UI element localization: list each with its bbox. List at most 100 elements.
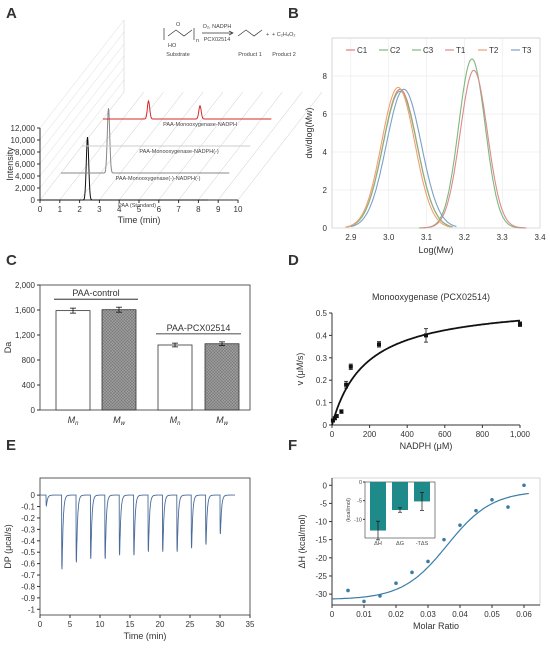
product1-label: Product 1: [238, 52, 262, 58]
x-tick-label: 0.06: [516, 610, 532, 619]
x-tick-label: 3: [97, 205, 102, 214]
trace-line: [40, 136, 209, 201]
bar: [55, 310, 91, 411]
x-tick-label: 35: [246, 620, 255, 629]
repeat-n: n: [196, 38, 199, 44]
y-tick-label: -0.6: [21, 560, 35, 569]
bar-category-label: Mn: [170, 415, 182, 427]
panel-letter-f: F: [288, 437, 297, 454]
x-tick-label: 400: [401, 430, 415, 439]
product2-label: Product 2: [272, 52, 296, 58]
substrate-bracket: [163, 28, 195, 40]
x-axis-label: Log(Mw): [418, 245, 453, 255]
y-tick-label: 0.5: [316, 309, 328, 318]
y-tick-label: -0.8: [21, 582, 35, 591]
inset-y-tick-label: -5: [357, 499, 362, 505]
data-point: [332, 416, 337, 421]
data-point: [334, 414, 339, 419]
thermogram-trace: [40, 494, 235, 570]
plot-frame: [39, 477, 251, 616]
group-label: PAA-PCX02514: [167, 323, 231, 333]
y-tick-label: 8,000: [15, 148, 36, 157]
data-point: [348, 364, 353, 369]
distribution-curve: [347, 90, 453, 228]
trace-label: PAA-Monooxygenase-NADPH(-): [139, 149, 219, 155]
x-tick-label: 2.9: [345, 233, 357, 242]
oxygen-label: O: [176, 22, 181, 28]
distribution-curve: [350, 88, 457, 228]
extra-product-label: + C₂H₄O₂: [272, 32, 295, 38]
y-tick-label: 12,000: [11, 124, 36, 133]
y-axis-label: Intensity: [5, 147, 15, 181]
y-axis-label: Da: [3, 342, 13, 354]
product1-structure: [237, 29, 263, 37]
plot-frame: [331, 37, 541, 229]
binding-fit-curve: [332, 492, 529, 600]
y-tick-label: 800: [22, 356, 36, 365]
distribution-curve: [420, 69, 527, 229]
y-tick-label: -30: [315, 590, 327, 599]
trace-label: PAA (Standard): [118, 203, 156, 209]
y-tick-label: 2,000: [15, 281, 36, 290]
y-tick-label: 6: [323, 110, 328, 119]
inset-category-label: -TΔS: [416, 541, 429, 547]
legend-label: T3: [522, 46, 532, 55]
y-tick-label: 0: [323, 421, 328, 430]
distribution-curve: [345, 86, 451, 228]
y-axis-label: ΔH (kcal/mol): [297, 514, 307, 568]
data-point: [490, 497, 494, 502]
panel-letter-e: E: [6, 437, 16, 454]
bar-category-label: Mn: [68, 415, 80, 427]
enzyme-label: PCX02514: [204, 37, 231, 43]
panel-c-molecular-weight-bar-chart: 0 400 800 1,200 1,600 2,000 Da Mn Mw PAA-control M…: [3, 281, 251, 427]
bar-category-subscript: w: [121, 421, 126, 427]
x-tick-label: 0: [38, 620, 43, 629]
x-axis-label: NADPH (μM): [400, 441, 453, 451]
x-tick-label: 3.4: [534, 233, 546, 242]
x-tick-label: 1,000: [510, 430, 531, 439]
y-tick-label: -15: [315, 536, 327, 545]
bar-category-subscript: w: [224, 421, 229, 427]
data-point: [344, 382, 349, 387]
trace-label: PAA-Monooxygenase(-)-NADPH(-): [116, 176, 201, 182]
data-point: [339, 409, 344, 414]
x-tick-label: 10: [234, 205, 243, 214]
y-tick-label: 0: [323, 224, 328, 233]
bar: [157, 344, 193, 411]
y-tick-label: 2,000: [15, 184, 36, 193]
panel-letter-c: C: [6, 252, 17, 269]
inset-bar: [392, 482, 408, 510]
x-axis-label: Time (min): [124, 631, 167, 641]
y-tick-label: 0: [31, 196, 36, 205]
data-point: [426, 559, 430, 564]
inset-y-tick-label: -10: [354, 517, 362, 523]
y-axis-label: dw/dlog(Mw): [304, 107, 314, 158]
x-tick-label: 3.0: [383, 233, 395, 242]
trace-line: [61, 108, 230, 174]
y-tick-label: 0.4: [316, 331, 328, 340]
x-tick-label: 0: [330, 610, 335, 619]
panel-b-molecular-weight-distribution: 2.9 3.0 3.1 3.2 3.3 3.4 0 2 4 6 8 Log(Mw) dw/dlog(Mw…: [304, 37, 546, 255]
bar-category-label: Mw: [216, 415, 229, 427]
legend-label: T1: [456, 46, 466, 55]
x-tick-label: 8: [196, 205, 201, 214]
panel-d-kinetics-plot: 0 200 400 600 800 1,000 0 0.1 0.2 0.3 0.4 0.5 NADPH …: [295, 292, 531, 451]
data-point: [442, 537, 446, 542]
y-tick-label: 400: [22, 381, 36, 390]
x-tick-label: 25: [186, 620, 195, 629]
x-tick-label: 10: [96, 620, 105, 629]
group-label: PAA-control: [72, 288, 119, 298]
data-point: [394, 581, 398, 586]
y-tick-label: 8: [323, 72, 328, 81]
x-tick-label: 2: [77, 205, 82, 214]
x-axis-label: Molar Ratio: [413, 621, 459, 631]
x-tick-label: 5: [68, 620, 73, 629]
panel-f-itc-binding-isotherm: 0 0.01 0.02 0.03 0.04 0.05 0.06 0 -5 -10 -15 -20 -25…: [297, 477, 541, 631]
panel-letter-a: A: [6, 5, 17, 22]
x-tick-label: 4: [117, 205, 122, 214]
data-point: [424, 333, 428, 338]
reagents-label: O₂, NADPH: [203, 24, 232, 30]
x-tick-label: 3.3: [497, 233, 509, 242]
y-tick-label: 2: [323, 186, 328, 195]
y-tick-label: 1,200: [15, 331, 36, 340]
